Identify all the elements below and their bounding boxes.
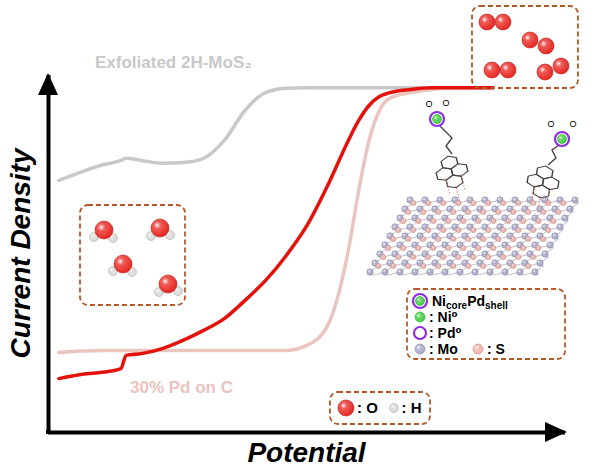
svg-text:: H: : H [402, 399, 422, 416]
svg-text:Potential: Potential [247, 437, 366, 468]
svg-text:: S: : S [487, 341, 505, 357]
svg-text:: Pd⁰: : Pd⁰ [429, 325, 462, 341]
svg-text:30% Pd on C: 30% Pd on C [130, 378, 233, 397]
svg-text:: Mo: : Mo [429, 341, 458, 357]
svg-text:: O: : O [357, 399, 378, 416]
svg-text:: Ni⁰: : Ni⁰ [429, 309, 458, 325]
svg-text:O: O [547, 119, 554, 129]
svg-text:Exfoliated 2H-MoS₂: Exfoliated 2H-MoS₂ [95, 53, 252, 72]
svg-text:O: O [569, 119, 576, 129]
svg-text:Current Density: Current Density [5, 147, 36, 358]
svg-text:NicorePdshell: NicorePdshell [432, 293, 508, 311]
svg-text:O: O [442, 98, 449, 108]
svg-text:O: O [425, 99, 432, 109]
